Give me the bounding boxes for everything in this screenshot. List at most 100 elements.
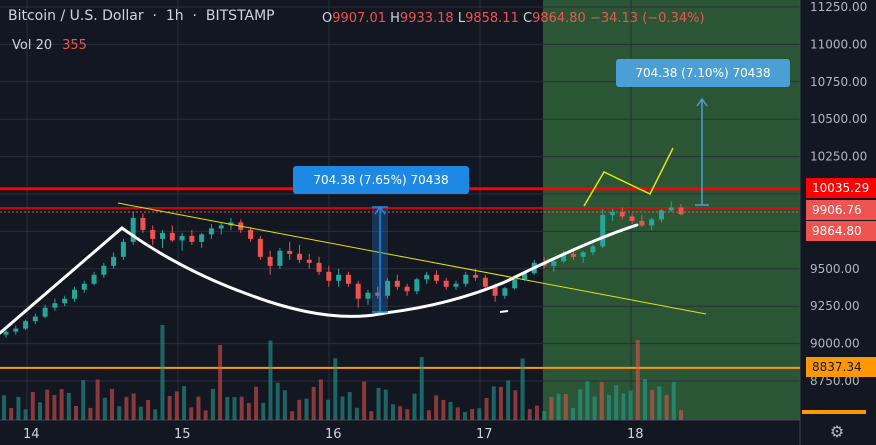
candle-body — [580, 252, 586, 257]
price-axis-label: 11000.00 — [810, 37, 867, 51]
candle-body — [619, 211, 625, 217]
volume-bar — [81, 380, 86, 420]
volume-bar — [390, 404, 395, 420]
volume-bar — [45, 389, 50, 420]
volume-bar — [225, 397, 230, 420]
projection-path[interactable] — [583, 147, 674, 207]
volume-bar — [578, 389, 583, 420]
volume-bar — [52, 395, 57, 420]
candle-body — [385, 280, 391, 296]
volume-legend[interactable]: Vol 20 355 — [12, 38, 87, 53]
volume-bar — [513, 390, 518, 420]
projection-callout[interactable]: 704.38 (7.10%) 70438 — [616, 59, 790, 87]
price-tag-resistance: 10035.29 — [806, 178, 876, 198]
candle-body — [91, 274, 97, 284]
price-axis-label: 10250.00 — [810, 150, 867, 164]
volume-bar — [527, 409, 532, 420]
axis-marker — [802, 410, 866, 414]
volume-bar — [563, 394, 568, 420]
volume-bar — [599, 381, 604, 420]
time-axis-label: 14 — [23, 427, 40, 442]
ohlc-readout: O9907.01 H9933.18 L9858.11 C9864.80 −34.… — [322, 11, 705, 26]
volume-bar — [203, 410, 208, 420]
candle-body — [130, 217, 136, 242]
candle-body — [600, 214, 606, 247]
price-tag-level: 9906.76 — [806, 200, 876, 220]
volume-bar — [405, 409, 410, 420]
candle-body — [678, 207, 684, 215]
candle-body — [629, 216, 635, 221]
volume-bar — [102, 397, 107, 420]
candle-body — [639, 220, 645, 226]
volume-bar — [218, 345, 223, 420]
symbol-name: Bitcoin / U.S. Dollar — [8, 8, 144, 24]
candle-body — [296, 253, 302, 260]
candle-body — [257, 238, 263, 257]
volume-bar — [23, 409, 28, 420]
volume-bar — [606, 395, 611, 420]
separator-dot: · — [148, 8, 162, 24]
candle-body — [404, 286, 410, 292]
candle-body — [590, 246, 596, 253]
volume-bar — [570, 407, 575, 420]
candle-body — [23, 321, 29, 329]
volume-bar — [326, 399, 331, 420]
candle-body — [306, 259, 312, 263]
candle-body — [52, 303, 58, 308]
volume-label: Vol 20 — [12, 38, 53, 53]
candle-body — [160, 232, 166, 239]
time-axis-label: 15 — [174, 427, 191, 442]
candle-body — [316, 262, 322, 272]
volume-bar — [167, 395, 172, 420]
cup-pattern-curve[interactable] — [0, 223, 639, 335]
candle-body — [3, 331, 9, 335]
candle-body — [71, 289, 77, 299]
candle-body — [336, 274, 342, 281]
measure-callout[interactable]: 704.38 (7.65%) 70438 — [293, 166, 469, 194]
volume-bar — [88, 407, 93, 420]
volume-bar — [210, 388, 215, 420]
volume-bar — [491, 386, 496, 420]
volume-bar — [362, 381, 367, 420]
candle-body — [424, 274, 430, 280]
candle-body — [482, 277, 488, 287]
price-axis-label: 9250.00 — [810, 299, 860, 313]
volume-bar — [549, 397, 554, 420]
volume-bar — [506, 380, 511, 420]
volume-bar — [614, 385, 619, 420]
candle-body — [414, 279, 420, 292]
candle-body — [365, 292, 371, 299]
candle-body — [473, 274, 479, 278]
candle-body — [199, 234, 205, 242]
candle-body — [502, 288, 508, 296]
volume-value: 355 — [62, 38, 87, 53]
volume-bar — [174, 391, 179, 420]
candle-body — [433, 274, 439, 281]
volume-bar — [138, 406, 143, 420]
open-label: O — [322, 11, 333, 26]
candle-body — [62, 298, 68, 304]
symbol-header[interactable]: Bitcoin / U.S. Dollar · 1h · BITSTAMP — [8, 8, 275, 24]
price-axis-label: 9000.00 — [810, 337, 860, 351]
volume-bar — [462, 411, 467, 420]
candle-body — [81, 283, 87, 290]
volume-bar — [470, 409, 475, 420]
volume-bar — [664, 394, 669, 420]
volume-bar — [261, 402, 266, 420]
candle-body — [111, 256, 117, 266]
time-axis-label: 16 — [325, 427, 342, 442]
candle-body — [658, 210, 664, 220]
low-label: L — [457, 11, 466, 26]
volume-bar — [196, 396, 201, 420]
trendline[interactable] — [117, 202, 707, 315]
candle-body — [649, 219, 655, 226]
gear-icon[interactable]: ⚙ — [829, 422, 845, 441]
volume-bar — [679, 410, 683, 420]
volume-bar — [484, 397, 489, 420]
change-value: −34.13 (−0.34%) — [589, 11, 705, 26]
candle-body — [277, 250, 283, 266]
candle-body — [169, 232, 175, 241]
volume-bar — [117, 406, 122, 420]
volume-bar — [304, 398, 309, 420]
